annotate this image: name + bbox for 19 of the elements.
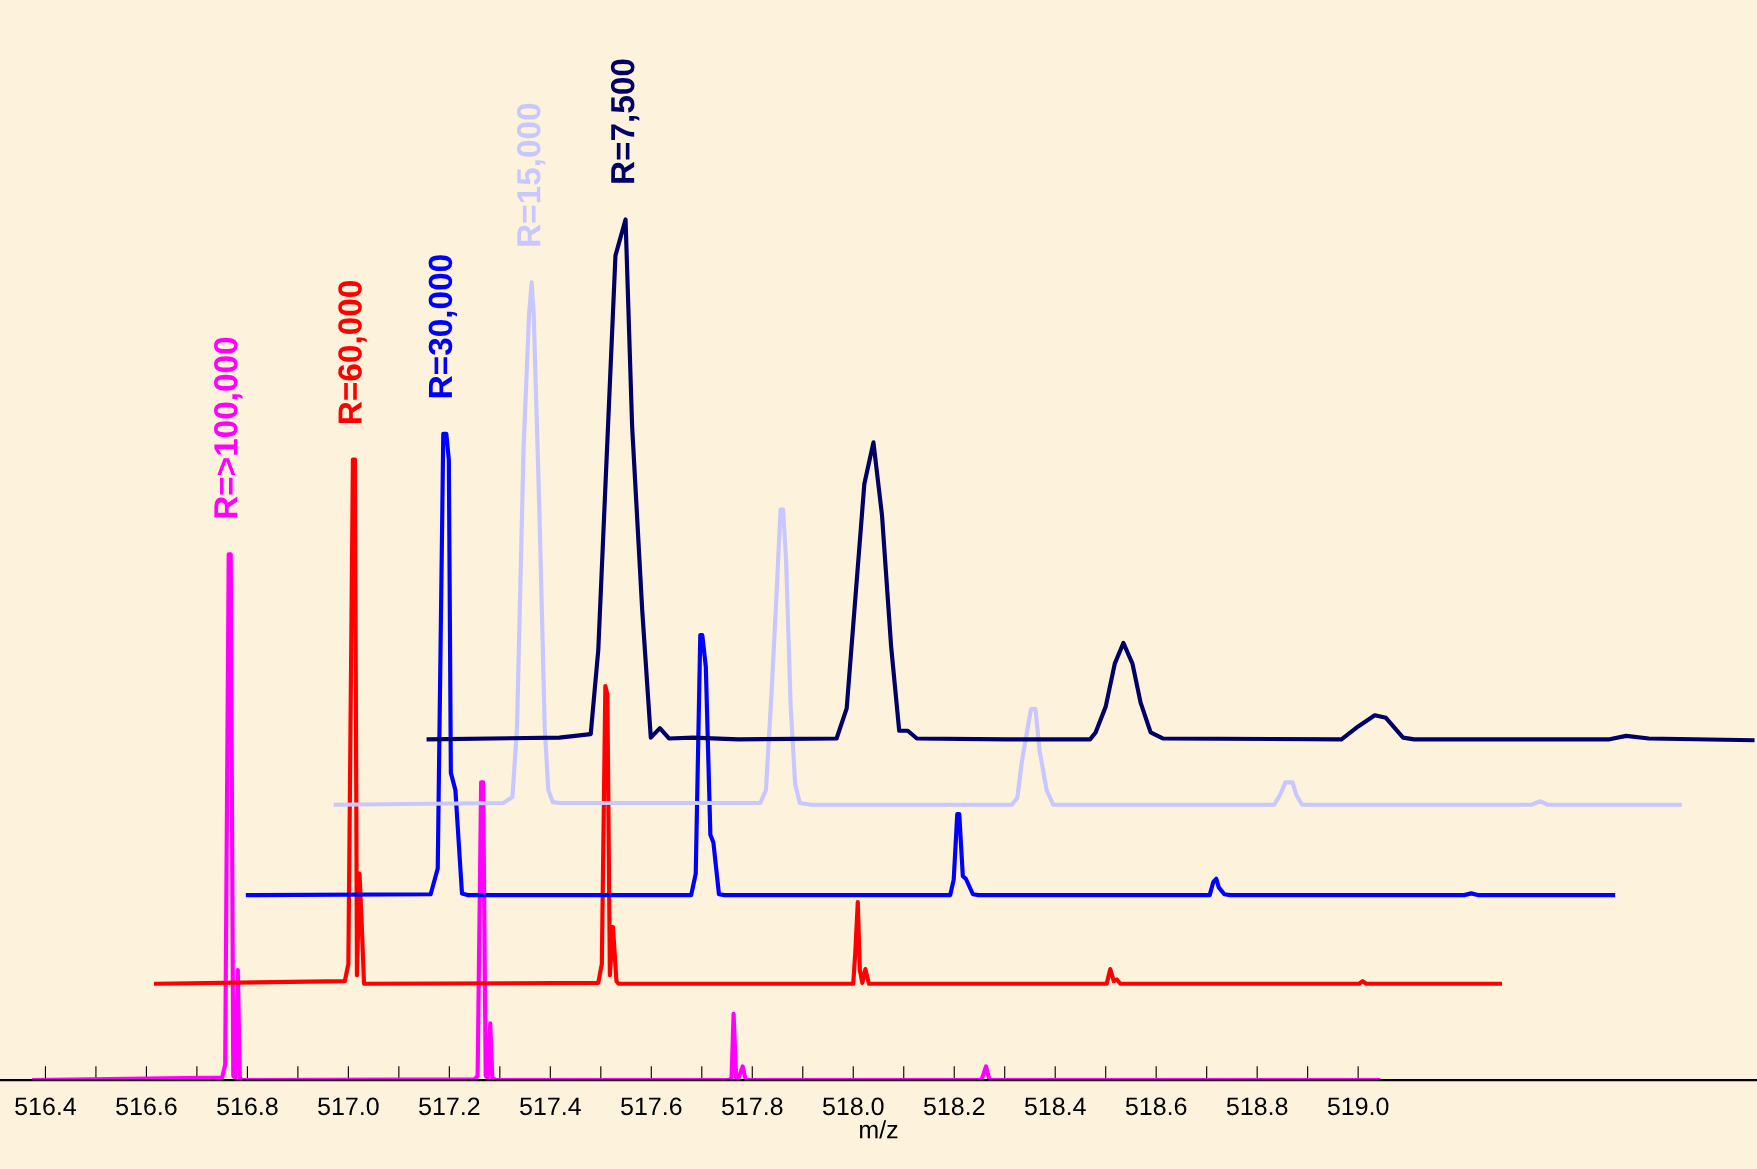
x-tick-label: 517.4 [520, 1097, 581, 1116]
x-tick-label: 516.8 [217, 1097, 278, 1116]
x-tick-label: 519.0 [1327, 1097, 1389, 1116]
text: R=>100,000 [214, 337, 243, 518]
text: R=7,500 [610, 59, 640, 183]
x-axis-title: m/z [860, 1120, 898, 1139]
x-tick-label: 518.4 [1024, 1097, 1086, 1116]
x-tick-label: 517.2 [419, 1097, 480, 1116]
text: R=30,000 [428, 255, 458, 398]
x-tick-label: 517.8 [722, 1097, 783, 1116]
x-tick-label: 517.6 [621, 1097, 682, 1116]
x-tick-label: 518.8 [1226, 1097, 1288, 1116]
x-tick-label: 518.6 [1125, 1097, 1187, 1116]
x-tick-label: 518.0 [822, 1097, 884, 1116]
x-tick-label: 516.6 [116, 1097, 177, 1116]
x-tick-label: 517.0 [318, 1097, 379, 1116]
x-tick-label: 518.2 [923, 1097, 985, 1116]
text: R=60,000 [338, 281, 367, 423]
x-tick-label: 516.4 [15, 1097, 76, 1116]
